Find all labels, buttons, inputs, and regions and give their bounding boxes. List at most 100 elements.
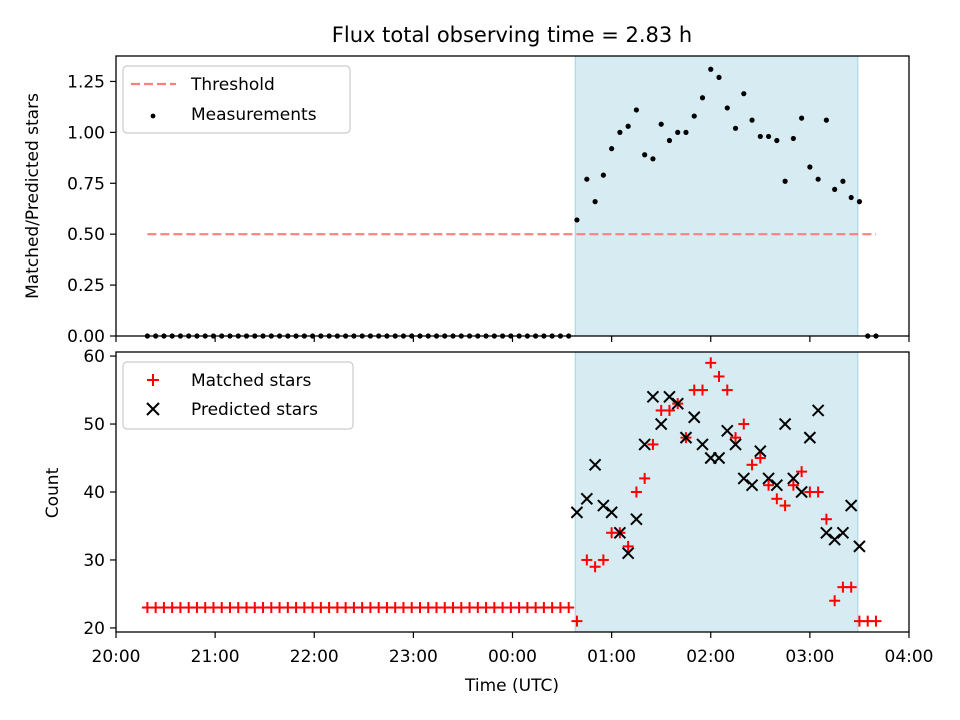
matched-stars-point	[870, 615, 882, 627]
predicted-stars-point	[745, 478, 759, 492]
matched-stars-point	[597, 554, 609, 566]
predicted-stars-point	[638, 438, 651, 451]
matched-stars-point	[829, 595, 841, 607]
x-tick-label: 23:00	[389, 647, 438, 667]
predicted-stars-point	[688, 411, 701, 424]
top-legend: Threshold Measurements	[122, 65, 351, 134]
predicted-stars-point	[787, 472, 800, 485]
y-tick-label: 40	[83, 483, 105, 503]
x-tick-label: 03:00	[785, 647, 834, 667]
measurements-point	[790, 135, 796, 142]
predicted-stars-point	[671, 397, 684, 410]
x-tick-label: 04:00	[885, 647, 934, 667]
measurements-point	[600, 172, 606, 178]
measurements-point	[675, 129, 681, 135]
predicted-stars-point	[844, 499, 858, 512]
measurements-point	[765, 133, 772, 140]
measurements-point	[666, 137, 673, 144]
matched-stars-point	[820, 513, 832, 525]
measurements-point	[699, 95, 706, 101]
bottom-axes-frame	[115, 351, 910, 633]
observing-window-shade	[574, 56, 859, 336]
predicted-stars-point	[588, 458, 602, 472]
top-panel: 0.00 0.25 0.50 0.75 1.00 1.25 Matched/Predict…	[23, 55, 910, 347]
predicted-stars-legend-label: Predicted stars	[191, 400, 318, 420]
measurements-point	[782, 178, 788, 184]
measurements-point	[757, 133, 763, 140]
predicted-stars-point	[778, 417, 792, 431]
measurements-point	[799, 115, 805, 121]
measurements-legend-swatch	[150, 113, 156, 119]
predicted-stars-point	[770, 478, 784, 492]
bottom-legend-box	[122, 361, 354, 430]
matched-stars-point	[622, 540, 634, 552]
matched-stars-point	[571, 615, 583, 627]
matched-stars-point	[771, 493, 783, 505]
predicted-stars-point	[570, 506, 584, 519]
predicted-stars-point	[580, 492, 594, 506]
predicted-stars-point	[696, 438, 709, 451]
matched-stars-legend-label: Matched stars	[191, 371, 311, 391]
top-data-layer	[144, 66, 879, 339]
measurements-point	[749, 117, 755, 123]
top-axes-frame	[115, 55, 910, 337]
predicted-stars-point	[820, 526, 833, 539]
x-tick-label: 20:00	[92, 647, 141, 667]
chart-title: Flux total observing time = 2.83 h	[332, 23, 692, 47]
measurements-point	[617, 129, 623, 135]
predicted-stars-point	[654, 417, 668, 431]
matched-stars-point	[630, 486, 642, 498]
matched-stars-point	[787, 479, 799, 491]
x-tick-label: 21:00	[191, 647, 240, 667]
measurements-point	[856, 199, 863, 205]
predicted-stars-point	[613, 526, 627, 539]
bottom-data-layer	[141, 357, 882, 627]
measurements-point	[609, 146, 615, 152]
predicted-stars-point	[621, 546, 635, 560]
y-tick-label: 0.00	[67, 327, 105, 347]
measurements-point	[650, 156, 656, 162]
measurements-point	[840, 178, 846, 184]
y-tick-label: 1.00	[67, 123, 105, 143]
matched-stars-point	[796, 466, 808, 478]
predicted-stars-point	[811, 404, 825, 417]
measurements-point	[848, 194, 854, 201]
predicted-stars-point	[663, 390, 676, 404]
matched-stars-point	[763, 479, 775, 491]
matched-stars-point	[581, 554, 593, 566]
matched-stars-point	[696, 384, 708, 396]
y-tick-label: 1.25	[67, 72, 105, 92]
matched-stars-point	[730, 432, 742, 444]
predicted-stars-point	[646, 390, 660, 404]
measurements-point	[732, 125, 739, 131]
y-tick-label: 60	[83, 347, 105, 367]
bottom-legend: Matched stars Predicted stars	[122, 361, 354, 430]
matched-stars-point	[845, 581, 857, 593]
predicted-stars-point	[721, 424, 734, 438]
predicted-stars-point	[712, 451, 726, 465]
y-tick-label: 0.75	[67, 174, 105, 194]
matched-stars-point	[647, 438, 659, 450]
matched-stars-point	[563, 602, 575, 614]
y-tick-label: 0.25	[67, 276, 105, 296]
matched-stars-point	[705, 357, 717, 369]
measurements-point	[716, 74, 722, 80]
predicted-stars-point	[679, 431, 693, 444]
bottom-x-axis-ticks: 20:00 21:00 22:00 23:00 00:00 01:00 02:00 03:00…	[92, 632, 934, 667]
predicted-stars-point	[828, 533, 841, 546]
predicted-stars-point	[836, 526, 850, 539]
top-y-axis-label: Matched/Predicted stars	[23, 93, 43, 299]
threshold-legend-label: Threshold	[190, 75, 275, 95]
predicted-stars-point	[605, 506, 618, 519]
x-tick-label: 02:00	[686, 647, 735, 667]
measurements-legend-label: Measurements	[191, 105, 317, 125]
y-tick-label: 50	[83, 415, 105, 435]
measurements-point	[584, 176, 590, 182]
matched-stars-point	[713, 370, 725, 382]
matched-stars-point	[721, 384, 733, 396]
predicted-stars-point	[630, 512, 643, 526]
measurements-point	[633, 107, 640, 113]
measurements-point	[741, 91, 747, 97]
predicted-stars-point	[762, 472, 775, 485]
